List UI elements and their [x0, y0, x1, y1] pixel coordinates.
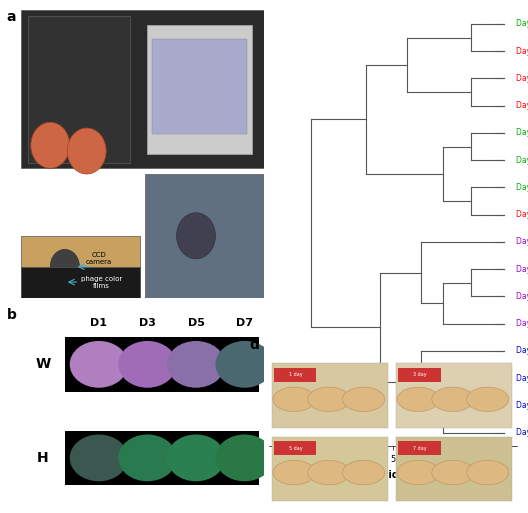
Circle shape [397, 387, 439, 411]
Text: Day7 1: Day7 1 [516, 210, 528, 219]
Text: Day5 2: Day5 2 [516, 155, 528, 165]
Text: Day1 3: Day1 3 [516, 346, 528, 356]
Bar [29, 16, 130, 163]
Circle shape [50, 249, 79, 284]
Circle shape [167, 341, 225, 388]
Text: Day1 2: Day1 2 [516, 401, 528, 410]
Text: c: c [249, 0, 258, 2]
Circle shape [343, 460, 385, 485]
Circle shape [70, 341, 128, 388]
Text: Day3 2: Day3 2 [516, 292, 528, 301]
Circle shape [273, 387, 315, 411]
Bar [396, 363, 513, 428]
Circle shape [308, 460, 350, 485]
Text: Day1 1: Day1 1 [516, 428, 528, 437]
Circle shape [343, 387, 385, 411]
Circle shape [70, 435, 128, 481]
Circle shape [67, 128, 106, 174]
Text: 3 day: 3 day [412, 372, 426, 378]
Bar [398, 368, 440, 382]
Text: D5: D5 [187, 319, 204, 328]
Bar [274, 368, 316, 382]
Circle shape [176, 213, 215, 259]
Circle shape [308, 387, 350, 411]
Text: D3: D3 [139, 319, 156, 328]
Text: Day7 3: Day7 3 [516, 74, 528, 83]
Text: W: W [35, 358, 51, 371]
Circle shape [432, 387, 474, 411]
Bar [152, 39, 247, 134]
Bar [145, 174, 264, 298]
Text: b: b [6, 308, 16, 322]
Text: Day1 ave: Day1 ave [516, 373, 528, 383]
Bar [272, 363, 389, 428]
Bar [147, 25, 252, 154]
Bar [274, 441, 316, 456]
Bar [396, 437, 513, 501]
Text: Day3 1: Day3 1 [516, 319, 528, 328]
Bar [398, 441, 440, 456]
Text: Day5 3: Day5 3 [516, 19, 528, 28]
Text: phage color
films: phage color films [81, 275, 122, 289]
Circle shape [273, 460, 315, 485]
Bar [65, 337, 259, 391]
Circle shape [397, 460, 439, 485]
Text: CCD
camera: CCD camera [86, 251, 112, 265]
Bar [21, 236, 140, 298]
Text: a: a [6, 10, 16, 24]
Circle shape [432, 460, 474, 485]
Circle shape [215, 341, 274, 388]
Text: D7: D7 [236, 319, 253, 328]
Text: Day5 1: Day5 1 [516, 183, 528, 192]
Text: Day7 2: Day7 2 [516, 101, 528, 110]
Circle shape [167, 435, 225, 481]
Circle shape [467, 387, 509, 411]
Bar [272, 437, 389, 501]
Text: d: d [249, 338, 259, 352]
Text: 5 day: 5 day [288, 446, 302, 450]
Bar [65, 430, 259, 485]
Circle shape [467, 460, 509, 485]
Text: Day5 ave: Day5 ave [516, 128, 528, 137]
Circle shape [31, 122, 70, 168]
Circle shape [118, 435, 176, 481]
Bar [21, 10, 264, 168]
Text: 1 day: 1 day [288, 372, 302, 378]
Text: D1: D1 [90, 319, 107, 328]
Text: H: H [37, 451, 49, 465]
Text: 7 day: 7 day [412, 446, 426, 450]
Circle shape [118, 341, 176, 388]
Circle shape [215, 435, 274, 481]
Bar [21, 267, 140, 298]
Text: Day7 3: Day7 3 [516, 47, 528, 55]
X-axis label: Squared Euclidean Distance: Squared Euclidean Distance [316, 470, 470, 480]
Text: Day3 ave: Day3 ave [516, 265, 528, 273]
Text: Day3 3: Day3 3 [516, 238, 528, 246]
